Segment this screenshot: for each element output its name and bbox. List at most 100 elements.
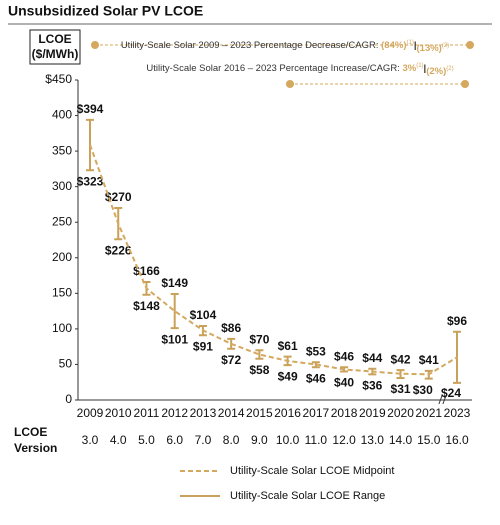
x-tick-label: 2018 [331,406,358,420]
y-tick-label: 0 [65,392,72,406]
row-value: 15.0 [417,433,441,447]
low-label: $91 [193,339,213,353]
low-label: $30 [413,383,433,397]
x-tick-label: 2021 [415,406,442,420]
low-label: $24 [441,386,461,400]
range-bar [453,330,461,384]
row-value: 5.0 [138,433,155,447]
row-value: 13.0 [361,433,385,447]
row-value: 11.0 [305,433,328,447]
high-label: $46 [334,349,354,363]
annotation-part: (13%) [417,43,442,54]
high-label: $44 [362,351,382,365]
high-label: $61 [278,339,298,353]
axis-break [442,395,447,405]
y-tick-label: $450 [45,72,72,86]
annotation-part: (2) [446,66,453,72]
high-label: $86 [221,321,241,335]
axis-break [438,395,443,405]
y-axis-label: ($/MWh) [32,47,79,61]
annotation-part: | [414,40,417,51]
low-label: $31 [391,382,411,396]
annotation-part: (1) [416,63,423,69]
annotation: Utility-Scale Solar 2009 – 2023 Percenta… [121,40,449,54]
annotation-dot [91,41,99,49]
x-tick-label: 2010 [105,406,132,420]
low-label: $36 [362,379,382,393]
high-label: $270 [105,190,132,204]
x-tick-label: 2011 [134,406,160,420]
annotation-part: (84%) [381,40,406,51]
row-value: 9.0 [251,433,268,447]
low-label: $58 [249,363,269,377]
annotation-part: 3% [402,63,416,74]
x-tick-label: 2009 [77,406,104,420]
low-label: $49 [278,369,298,383]
low-label: $226 [105,243,132,257]
x-tick-label: 2017 [302,406,329,420]
low-label: $101 [161,332,188,346]
low-label: $72 [221,353,241,367]
high-label: $149 [161,276,188,290]
annotation-part: (1) [406,40,413,46]
x-tick-label: 2012 [161,406,188,420]
row-value: 10.0 [276,433,300,447]
x-tick-label: 2015 [246,406,273,420]
y-tick-label: 200 [52,250,72,264]
annotation: Utility-Scale Solar 2016 – 2023 Percenta… [146,63,453,77]
x-tick-label: 2013 [190,406,217,420]
low-label: $148 [133,299,160,313]
y-tick-label: 50 [59,357,73,371]
range-bar [255,349,264,360]
range-bar [311,361,320,369]
y-tick-label: 100 [52,321,72,335]
row-value: 12.0 [332,433,356,447]
low-label: $46 [306,371,326,385]
x-tick-label: 2014 [218,406,245,420]
annotation-dot [286,80,294,88]
legend-label: Utility-Scale Solar LCOE Midpoint [230,465,394,477]
high-label: $394 [77,102,104,116]
x-tick-label: 2016 [274,406,301,420]
row-value: 14.0 [389,433,413,447]
row-value: 3.0 [82,433,99,447]
high-label: $96 [447,314,467,328]
midpoint-line [89,144,458,376]
high-label: $70 [249,332,269,346]
annotation-part: (2%) [426,66,446,77]
annotation-text: Utility-Scale Solar 2016 – 2023 Percenta… [146,63,399,74]
y-tick-label: 250 [52,214,72,228]
row-value: 8.0 [223,433,240,447]
annotation-dot [461,80,469,88]
row-value: 4.0 [110,433,127,447]
range-bar [170,293,179,330]
range-bar [396,369,405,379]
annotation-part: (2) [442,43,449,49]
annotation-dot [466,41,474,49]
annotation-part: | [424,63,427,74]
row-label: Version [14,441,57,455]
x-tick-label: 2020 [387,406,414,420]
high-label: $41 [419,353,439,367]
high-label: $104 [190,308,217,322]
annotation-text: Utility-Scale Solar 2009 – 2023 Percenta… [121,40,379,51]
y-tick-label: 350 [52,143,72,157]
y-tick-label: 400 [52,108,72,122]
y-tick-label: 300 [52,179,72,193]
low-label: $40 [334,376,354,390]
high-label: $42 [391,352,411,366]
x-tick-label: 2023 [444,406,471,420]
row-value: 6.0 [166,433,183,447]
row-label: LCOE [14,425,47,439]
chart-title: Unsubsidized Solar PV LCOE [8,3,203,19]
y-tick-label: 150 [52,286,72,300]
legend-label: Utility-Scale Solar LCOE Range [230,490,385,502]
high-label: $53 [306,344,326,358]
ylabel-box [29,29,81,65]
row-value: 16.0 [445,433,469,447]
row-value: 7.0 [195,433,212,447]
low-label: $323 [77,174,104,188]
x-tick-label: 2019 [359,406,386,420]
y-axis-label: LCOE [38,32,71,46]
